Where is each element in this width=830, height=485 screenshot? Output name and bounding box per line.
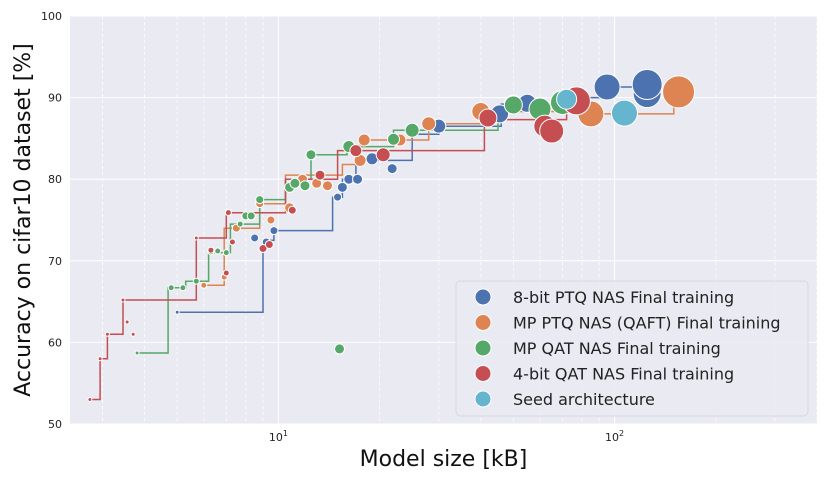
- data-point-0: [174, 309, 180, 315]
- data-point-2: [246, 211, 256, 221]
- x-tick-label: 101: [269, 429, 288, 444]
- data-point-3: [264, 239, 274, 249]
- data-point-2: [404, 122, 420, 138]
- data-point-3: [375, 147, 391, 163]
- data-point-3: [228, 238, 236, 246]
- legend-label-0: 8-bit PTQ NAS Final training: [513, 288, 734, 307]
- legend-marker-0: [474, 288, 492, 306]
- data-point-2: [289, 177, 301, 189]
- data-point-3: [104, 331, 110, 337]
- data-point-3: [287, 205, 297, 215]
- y-tick-label: 80: [48, 173, 62, 186]
- grid: [70, 15, 818, 425]
- data-point-2: [305, 149, 317, 161]
- data-point-2: [334, 343, 346, 355]
- data-point-3: [207, 246, 215, 254]
- data-point-2: [299, 180, 311, 192]
- data-point-0: [333, 192, 343, 202]
- data-point-3: [222, 269, 230, 277]
- data-point-2: [179, 284, 187, 292]
- data-point-3: [124, 319, 130, 325]
- data-points: [87, 69, 696, 403]
- data-point-3: [193, 235, 199, 241]
- x-tick-label: 102: [605, 429, 624, 444]
- data-point-3: [97, 356, 103, 362]
- data-point-4: [556, 88, 578, 110]
- data-point-3: [120, 297, 126, 303]
- x-axis-ticks: 101 102: [269, 429, 624, 444]
- data-point-2: [222, 249, 230, 257]
- legend-marker-1: [474, 314, 492, 331]
- data-point-0: [336, 181, 348, 193]
- y-axis-label: Accuracy on cifar10 dataset [%]: [11, 43, 36, 397]
- data-point-2: [255, 195, 265, 205]
- data-point-1: [662, 75, 696, 109]
- data-point-1: [200, 281, 208, 289]
- y-tick-label: 100: [41, 10, 62, 23]
- y-axis-ticks: 50 60 70 80 90 100: [41, 10, 62, 431]
- data-point-1: [266, 215, 276, 225]
- legend-label-2: MP QAT NAS Final training: [513, 339, 721, 358]
- data-point-3: [349, 144, 363, 158]
- legend-marker-2: [474, 339, 492, 357]
- data-point-3: [258, 244, 268, 254]
- data-point-0: [269, 226, 279, 236]
- data-point-0: [250, 233, 260, 243]
- legend-label-4: Seed architecture: [513, 390, 655, 409]
- y-tick-label: 60: [48, 336, 62, 349]
- y-tick-label: 50: [48, 418, 62, 431]
- data-point-0: [386, 163, 398, 175]
- legend-label-1: MP PTQ NAS (QAFT) Final training: [513, 314, 781, 333]
- data-point-3: [87, 397, 93, 403]
- data-point-3: [539, 118, 565, 144]
- legend-marker-3: [474, 365, 492, 382]
- data-point-0: [352, 173, 364, 185]
- legend-box: [455, 280, 809, 417]
- data-point-3: [314, 169, 326, 181]
- data-point-2: [236, 220, 244, 228]
- data-point-2: [167, 284, 175, 292]
- data-point-2: [134, 350, 140, 356]
- data-point-2: [192, 277, 200, 285]
- data-point-3: [130, 331, 136, 337]
- legend: 8-bit PTQ NAS Final training MP PTQ NAS (…: [455, 280, 809, 417]
- data-point-0: [631, 69, 663, 101]
- data-point-1: [322, 180, 334, 192]
- data-point-3: [478, 108, 498, 128]
- data-point-4: [610, 99, 638, 127]
- legend-label-3: 4-bit QAT NAS Final training: [513, 365, 734, 384]
- data-point-0: [593, 73, 621, 101]
- data-point-1: [357, 133, 371, 147]
- data-point-2: [503, 95, 523, 115]
- y-tick-label: 90: [48, 92, 62, 105]
- data-point-3: [224, 209, 232, 217]
- data-point-2: [214, 247, 222, 255]
- data-point-1: [421, 116, 437, 132]
- data-point-2: [387, 132, 401, 146]
- y-tick-label: 70: [48, 255, 62, 268]
- legend-marker-4: [474, 390, 492, 408]
- x-axis-label: Model size [kB]: [360, 447, 528, 472]
